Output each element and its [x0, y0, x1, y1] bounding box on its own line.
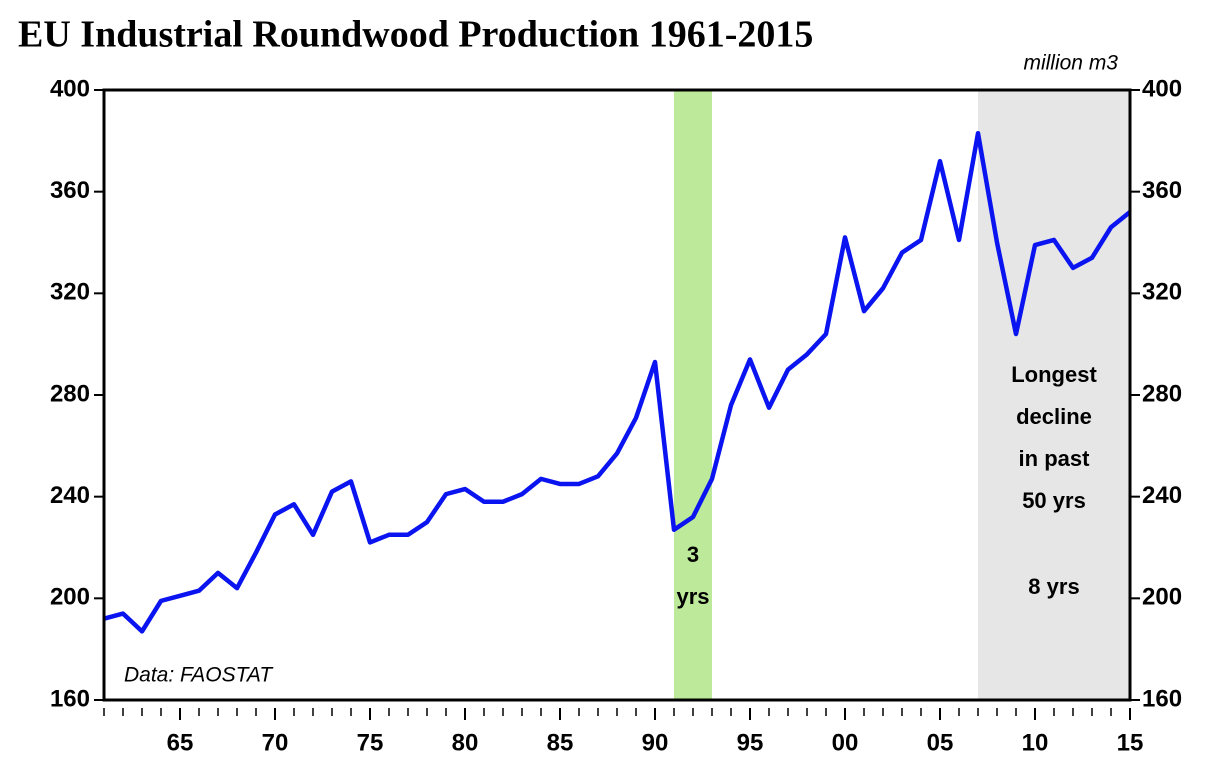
- plot-frame: [102, 88, 1132, 702]
- y2-tick-label: 320: [1142, 279, 1182, 306]
- annotation: decline: [1016, 404, 1092, 429]
- x-tick-label: 05: [927, 729, 954, 756]
- annotation: 50 yrs: [1022, 488, 1086, 513]
- x-tick-label: 70: [262, 729, 289, 756]
- data-line: [103, 130, 1132, 634]
- chart-title: EU Industrial Roundwood Production 1961-…: [18, 14, 813, 56]
- annotation: yrs: [676, 584, 709, 609]
- y-tick-label: 400: [50, 75, 90, 102]
- x-tick-label: 75: [357, 729, 384, 756]
- x-tick-label: 80: [452, 729, 479, 756]
- x-tick-label: 90: [642, 729, 669, 756]
- annotation: 8 yrs: [1028, 574, 1079, 599]
- annotation: in past: [1019, 446, 1091, 471]
- y2-tick-label: 400: [1142, 75, 1182, 102]
- y-tick-label: 360: [50, 177, 90, 204]
- y2-tick-label: 200: [1142, 584, 1182, 611]
- x-tick-label: 85: [547, 729, 574, 756]
- x-tick-label: 95: [737, 729, 764, 756]
- x-tick-label: 15: [1117, 729, 1144, 756]
- y2-tick-label: 160: [1142, 685, 1182, 712]
- y2-tick-label: 240: [1142, 482, 1182, 509]
- source-note: Data: FAOSTAT: [124, 664, 274, 687]
- annotation: Longest: [1011, 362, 1097, 387]
- units-label: million m3: [1023, 52, 1118, 75]
- annotation: 3: [687, 542, 699, 567]
- shaded-region: [674, 90, 712, 700]
- y-tick-label: 320: [50, 279, 90, 306]
- shaded-region: [978, 90, 1130, 700]
- y2-tick-label: 280: [1142, 380, 1182, 407]
- x-tick-label: 00: [832, 729, 859, 756]
- y2-tick-label: 360: [1142, 177, 1182, 204]
- x-tick-label: 65: [167, 729, 194, 756]
- y-tick-label: 160: [50, 685, 90, 712]
- y-tick-label: 280: [50, 380, 90, 407]
- x-tick-label: 10: [1022, 729, 1049, 756]
- y-tick-label: 200: [50, 584, 90, 611]
- y-tick-label: 240: [50, 482, 90, 509]
